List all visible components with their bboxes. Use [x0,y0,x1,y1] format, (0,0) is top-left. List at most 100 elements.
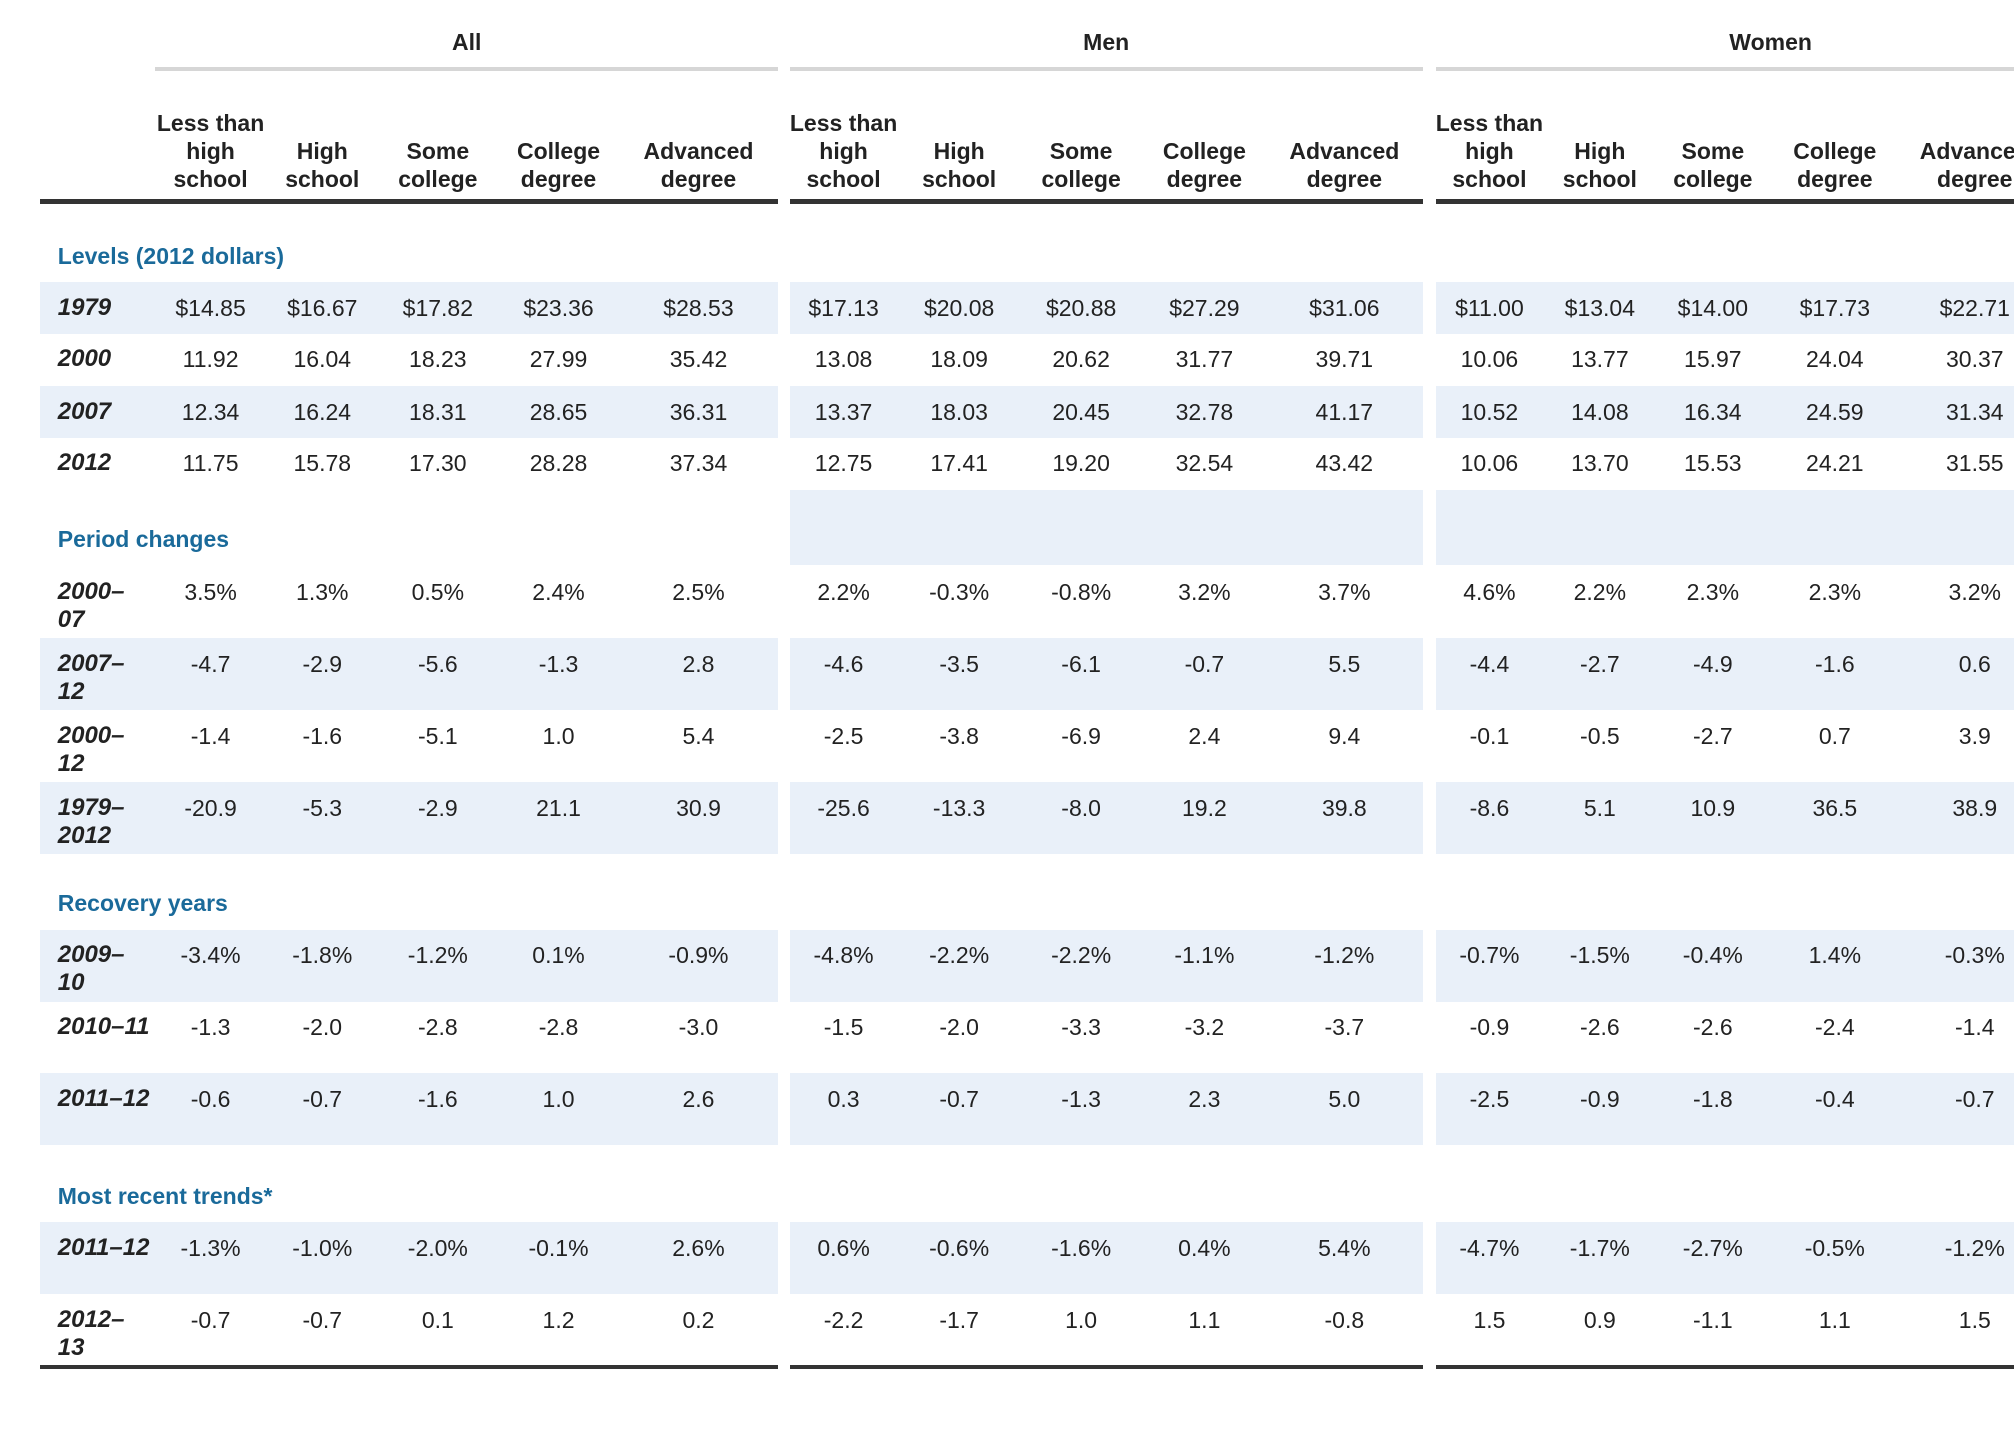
cell: 35.42 [669,346,728,373]
cell: 31.77 [1175,346,1234,373]
column-header: College degree [516,137,601,192]
cell: 36.5 [1812,794,1858,821]
cell: 3.2% [1948,578,2001,605]
cell: 1.5 [1958,1306,1991,1333]
column-header: Some college [1041,137,1121,192]
cell: 15.78 [293,450,352,477]
cell: 0.7 [1818,722,1851,749]
cell: 2.3 [1188,1085,1221,1112]
cell: 16.34 [1684,399,1742,426]
cell: 32.78 [1175,399,1234,426]
cell: -1.3 [1061,1085,1101,1112]
cell: 19.20 [1052,450,1110,477]
cell: 38.9 [1952,794,1998,821]
row-label: 2009–10 [57,941,125,997]
cell: 18.23 [409,346,467,373]
cell: 37.34 [669,450,728,477]
cell: -4.7 [190,650,231,677]
cell: -0.7 [302,1306,343,1333]
cell: $14.85 [175,295,246,322]
cell: -0.6 [190,1085,231,1112]
column-header: Advanced degree [643,137,754,192]
cell: 0.1% [532,942,585,969]
cell: -2.5 [1469,1085,1510,1112]
cell: -0.5% [1804,1234,1865,1261]
cell: 12.34 [181,399,240,426]
cell: 3.5% [184,578,237,605]
cell: 1.2 [542,1306,575,1333]
cell: 36.31 [669,399,728,426]
cell: 13.08 [814,346,873,373]
cell: -2.0 [939,1014,979,1041]
row-shade [1435,638,2014,711]
cell: -0.6% [929,1234,990,1261]
cell: 15.97 [1684,346,1742,373]
cell: 2.3% [1686,578,1740,605]
cell: -1.8 [1693,1085,1733,1112]
row-shade [1435,386,2014,438]
cell: -3.0 [678,1014,719,1041]
cell: -8.6 [1469,794,1510,821]
cell: 4.6% [1463,578,1516,605]
cell: -2.5 [823,722,864,749]
cell: 14.08 [1571,399,1629,426]
cell: 17.30 [409,450,467,477]
cell: -1.6% [1051,1234,1112,1261]
cell: $17.82 [402,295,474,322]
cell: -5.1 [418,722,458,749]
cell: -2.2 [823,1306,864,1333]
cell: -0.4% [1682,942,1743,969]
cell: -1.1 [1693,1306,1733,1333]
cell: -0.1% [528,1234,589,1261]
cell: 41.17 [1315,399,1374,426]
cell: -0.7 [1954,1085,1995,1112]
row-label: 2012 [57,449,112,477]
row-shade [39,929,779,1002]
row-label: 2011–12 [57,1233,150,1261]
header-rule [789,199,1423,205]
cell: 1.4% [1808,942,1862,969]
row-label: 2012–13 [57,1305,125,1361]
cell: -0.7 [1184,650,1225,677]
cell: 10.06 [1460,346,1519,373]
cell: -2.7 [1693,722,1733,749]
cell: 3.9 [1958,722,1991,749]
cell: -0.7 [190,1306,231,1333]
cell: -1.3% [180,1234,241,1261]
row-shade [39,1222,779,1295]
header-rule [1435,199,2014,205]
cell: 28.28 [529,450,588,477]
row-shade [39,386,779,438]
cell: -0.7% [1459,942,1520,969]
cell: -3.3 [1061,1014,1101,1041]
cell: 2.6% [672,1234,725,1261]
cell: -3.7 [1324,1014,1365,1041]
cell: 9.4 [1328,722,1361,749]
cell: -1.6 [1815,650,1855,677]
cell: -4.8% [813,942,874,969]
cell: 5.4 [682,722,715,749]
cell: -1.6 [418,1085,458,1112]
row-label: 2000 [57,345,112,373]
cell: 13.70 [1571,450,1629,477]
cell: 1.1 [1818,1306,1851,1333]
cell: -5.3 [302,794,343,821]
cell: -1.3 [190,1014,231,1041]
cell: 18.09 [930,346,988,373]
cell: 0.4% [1178,1234,1231,1261]
row-shade [1435,929,2014,1002]
row-shade [789,282,1423,334]
row-label: 2010–11 [57,1013,150,1041]
cell: -0.8 [1324,1306,1365,1333]
column-header: High school [922,137,997,192]
cell: -4.4 [1469,650,1510,677]
section-title: Period changes [57,526,230,553]
cell: 24.21 [1806,450,1864,477]
cell: -4.9 [1693,650,1733,677]
cell: 0.1 [421,1306,454,1333]
cell: -1.3 [538,650,579,677]
cell: -1.5 [823,1014,864,1041]
row-shade [789,638,1423,711]
cell: 2.4% [532,578,585,605]
